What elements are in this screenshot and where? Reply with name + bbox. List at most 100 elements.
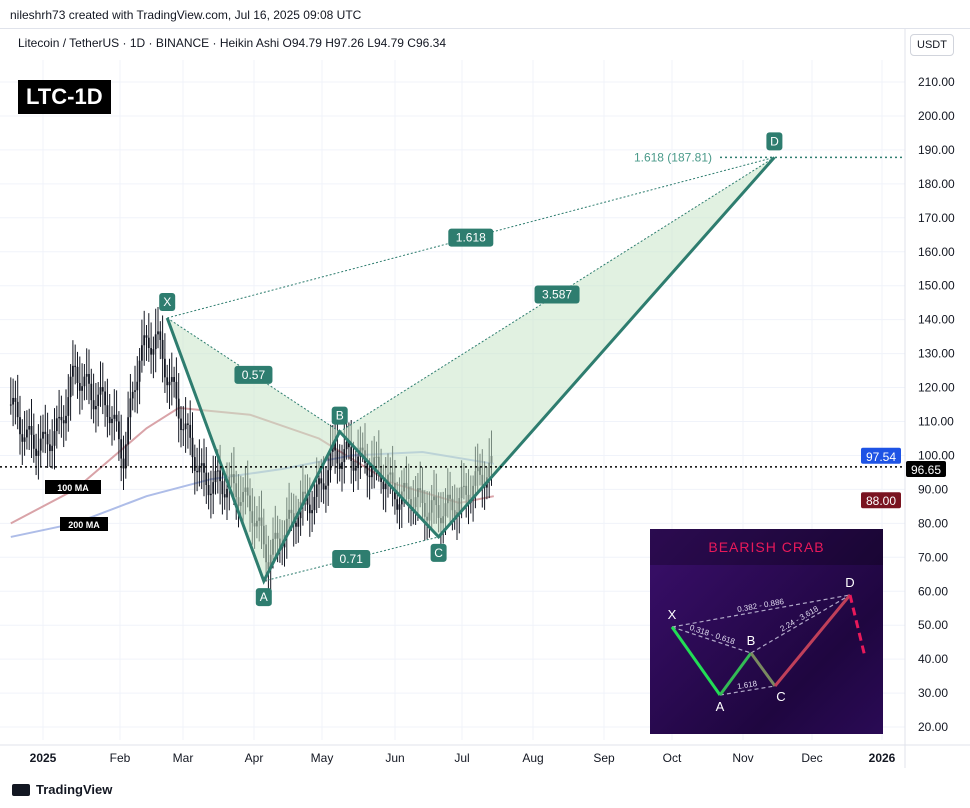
candle-body bbox=[226, 488, 228, 498]
candle-body bbox=[37, 450, 40, 456]
tradingview-logo[interactable]: TradingView bbox=[12, 782, 112, 797]
x-tick-label: Sep bbox=[593, 751, 615, 765]
candle-body bbox=[177, 398, 180, 419]
candle-body bbox=[320, 478, 323, 484]
ratio-badge bbox=[332, 549, 371, 568]
candle-body bbox=[207, 485, 210, 496]
candle-body bbox=[193, 457, 196, 471]
ratio-badge bbox=[234, 365, 273, 384]
candle-body bbox=[182, 429, 185, 431]
inset-point-label: B bbox=[747, 633, 756, 648]
candle-body bbox=[67, 397, 70, 416]
candle-body bbox=[83, 376, 86, 387]
candle-body bbox=[371, 467, 373, 478]
candle-body bbox=[159, 331, 162, 340]
x-tick-label: May bbox=[311, 751, 334, 765]
y-tick-label: 30.00 bbox=[918, 686, 948, 700]
x-tick-label: Oct bbox=[663, 751, 682, 765]
candle-body bbox=[129, 398, 132, 418]
inset-point-label: D bbox=[845, 575, 854, 590]
y-tick-label: 150.00 bbox=[918, 279, 955, 293]
candle-body bbox=[122, 458, 125, 469]
candle-body bbox=[99, 387, 102, 395]
candle-body bbox=[115, 414, 118, 422]
candle-body bbox=[180, 418, 182, 431]
candle-body bbox=[88, 373, 90, 384]
candle-body bbox=[327, 470, 330, 486]
candle-body bbox=[170, 377, 173, 382]
y-tick-label: 160.00 bbox=[918, 245, 955, 259]
candle-body bbox=[348, 441, 350, 448]
x-tick-label: Nov bbox=[732, 751, 753, 765]
y-tick-label: 100.00 bbox=[918, 448, 955, 462]
y-tick-label: 90.00 bbox=[918, 482, 948, 496]
candle-body bbox=[150, 348, 152, 355]
candle-body bbox=[336, 450, 339, 464]
candle-body bbox=[95, 405, 97, 410]
candle-body bbox=[203, 463, 205, 473]
candle-body bbox=[113, 414, 116, 419]
candle-body bbox=[368, 475, 371, 478]
x-tick-label: 2025 bbox=[30, 751, 57, 765]
candle-body bbox=[143, 335, 146, 346]
candle-body bbox=[152, 349, 155, 355]
y-tick-label: 180.00 bbox=[918, 177, 955, 191]
inset-pattern-line bbox=[773, 594, 852, 687]
x-tick-label: Jul bbox=[454, 751, 469, 765]
inset-ratio-label: 2.24 - 3.618 bbox=[779, 604, 821, 634]
candle-body bbox=[221, 481, 224, 495]
candle-body bbox=[78, 382, 81, 391]
candle-body bbox=[81, 386, 83, 391]
candle-body bbox=[74, 365, 77, 367]
candle-body bbox=[32, 434, 35, 449]
candle-body bbox=[315, 484, 318, 497]
candle-body bbox=[111, 418, 113, 424]
candle-body bbox=[157, 331, 159, 335]
candle-body bbox=[173, 377, 175, 382]
candle-body bbox=[58, 416, 60, 419]
x-tick-label: 2026 bbox=[869, 751, 896, 765]
candle-body bbox=[164, 358, 166, 378]
candle-body bbox=[184, 423, 187, 430]
candle-body bbox=[106, 405, 109, 417]
y-tick-label: 50.00 bbox=[918, 618, 948, 632]
ma-label-bg bbox=[60, 517, 108, 531]
ma100-price-badge: 88.00 bbox=[866, 494, 896, 508]
y-tick-label: 70.00 bbox=[918, 550, 948, 564]
y-tick-label: 80.00 bbox=[918, 516, 948, 530]
candle-body bbox=[101, 387, 104, 392]
candle-body bbox=[396, 499, 399, 510]
ratio-label: 3.587 bbox=[542, 288, 572, 302]
x-tick-label: Apr bbox=[245, 751, 264, 765]
inset-point-label: C bbox=[776, 689, 785, 704]
candle-body bbox=[154, 334, 157, 350]
candle-body bbox=[384, 484, 387, 490]
ratio-line-XB bbox=[166, 317, 340, 433]
candle-body bbox=[16, 401, 19, 418]
candle-body bbox=[60, 416, 63, 421]
y-tick-label: 210.00 bbox=[918, 75, 955, 89]
y-tick-label: 140.00 bbox=[918, 313, 955, 327]
y-tick-label: 110.00 bbox=[918, 415, 954, 429]
candle-body bbox=[325, 485, 327, 490]
candle-body bbox=[19, 417, 21, 435]
chart-frame bbox=[0, 28, 970, 769]
inset-pattern-line bbox=[718, 652, 753, 696]
candle-body bbox=[189, 424, 192, 438]
ratio-label: 0.71 bbox=[340, 552, 364, 566]
candle-body bbox=[145, 335, 148, 338]
ma100-label: 100 MA bbox=[57, 483, 89, 493]
candle-body bbox=[131, 391, 134, 399]
ratio-badge bbox=[534, 285, 580, 304]
x-tick-label: Dec bbox=[801, 751, 822, 765]
tradingview-logo-icon bbox=[12, 783, 30, 796]
x-tick-label: Aug bbox=[522, 751, 543, 765]
x-tick-label: Feb bbox=[110, 751, 131, 765]
ratio-line-XD bbox=[167, 156, 775, 319]
candle-body bbox=[12, 397, 14, 405]
inset-point-label: X bbox=[668, 607, 677, 622]
credit-text: nileshrh73 created with TradingView.com,… bbox=[10, 8, 362, 22]
y-tick-label: 40.00 bbox=[918, 652, 948, 666]
currency-unit-button[interactable]: USDT bbox=[910, 34, 954, 56]
